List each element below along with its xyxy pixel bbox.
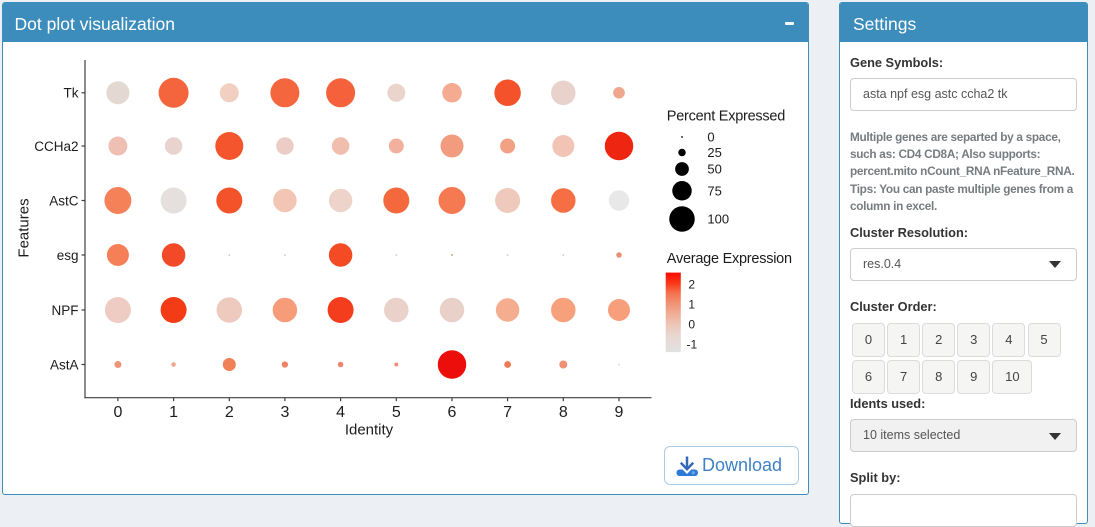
svg-text:NPF: NPF (52, 303, 79, 318)
svg-text:2: 2 (225, 404, 234, 421)
svg-text:6: 6 (448, 404, 457, 421)
svg-text:1: 1 (688, 298, 695, 312)
svg-text:9: 9 (615, 404, 624, 421)
svg-text:Percent Expressed: Percent Expressed (667, 109, 785, 125)
svg-text:75: 75 (707, 184, 721, 199)
svg-text:AstA: AstA (50, 357, 79, 372)
svg-text:5: 5 (392, 404, 401, 421)
svg-text:1: 1 (169, 404, 178, 421)
svg-text:7: 7 (503, 404, 512, 421)
svg-text:esg: esg (57, 248, 79, 263)
svg-text:3: 3 (280, 404, 289, 421)
svg-text:0: 0 (707, 130, 714, 145)
svg-text:AstC: AstC (49, 193, 79, 208)
svg-text:2: 2 (688, 278, 695, 292)
svg-text:Identity: Identity (345, 422, 394, 439)
svg-text:25: 25 (707, 145, 721, 160)
svg-text:0: 0 (113, 404, 122, 421)
svg-text:50: 50 (707, 162, 721, 177)
svg-text:100: 100 (707, 212, 729, 227)
svg-text:4: 4 (336, 404, 345, 421)
svg-text:-1: -1 (687, 338, 698, 352)
svg-text:Features: Features (16, 198, 33, 257)
svg-text:0: 0 (688, 317, 695, 331)
svg-text:Tk: Tk (64, 86, 79, 101)
svg-text:8: 8 (559, 404, 568, 421)
svg-text:Average Expression: Average Expression (667, 251, 792, 267)
svg-text:CCHa2: CCHa2 (34, 139, 78, 154)
